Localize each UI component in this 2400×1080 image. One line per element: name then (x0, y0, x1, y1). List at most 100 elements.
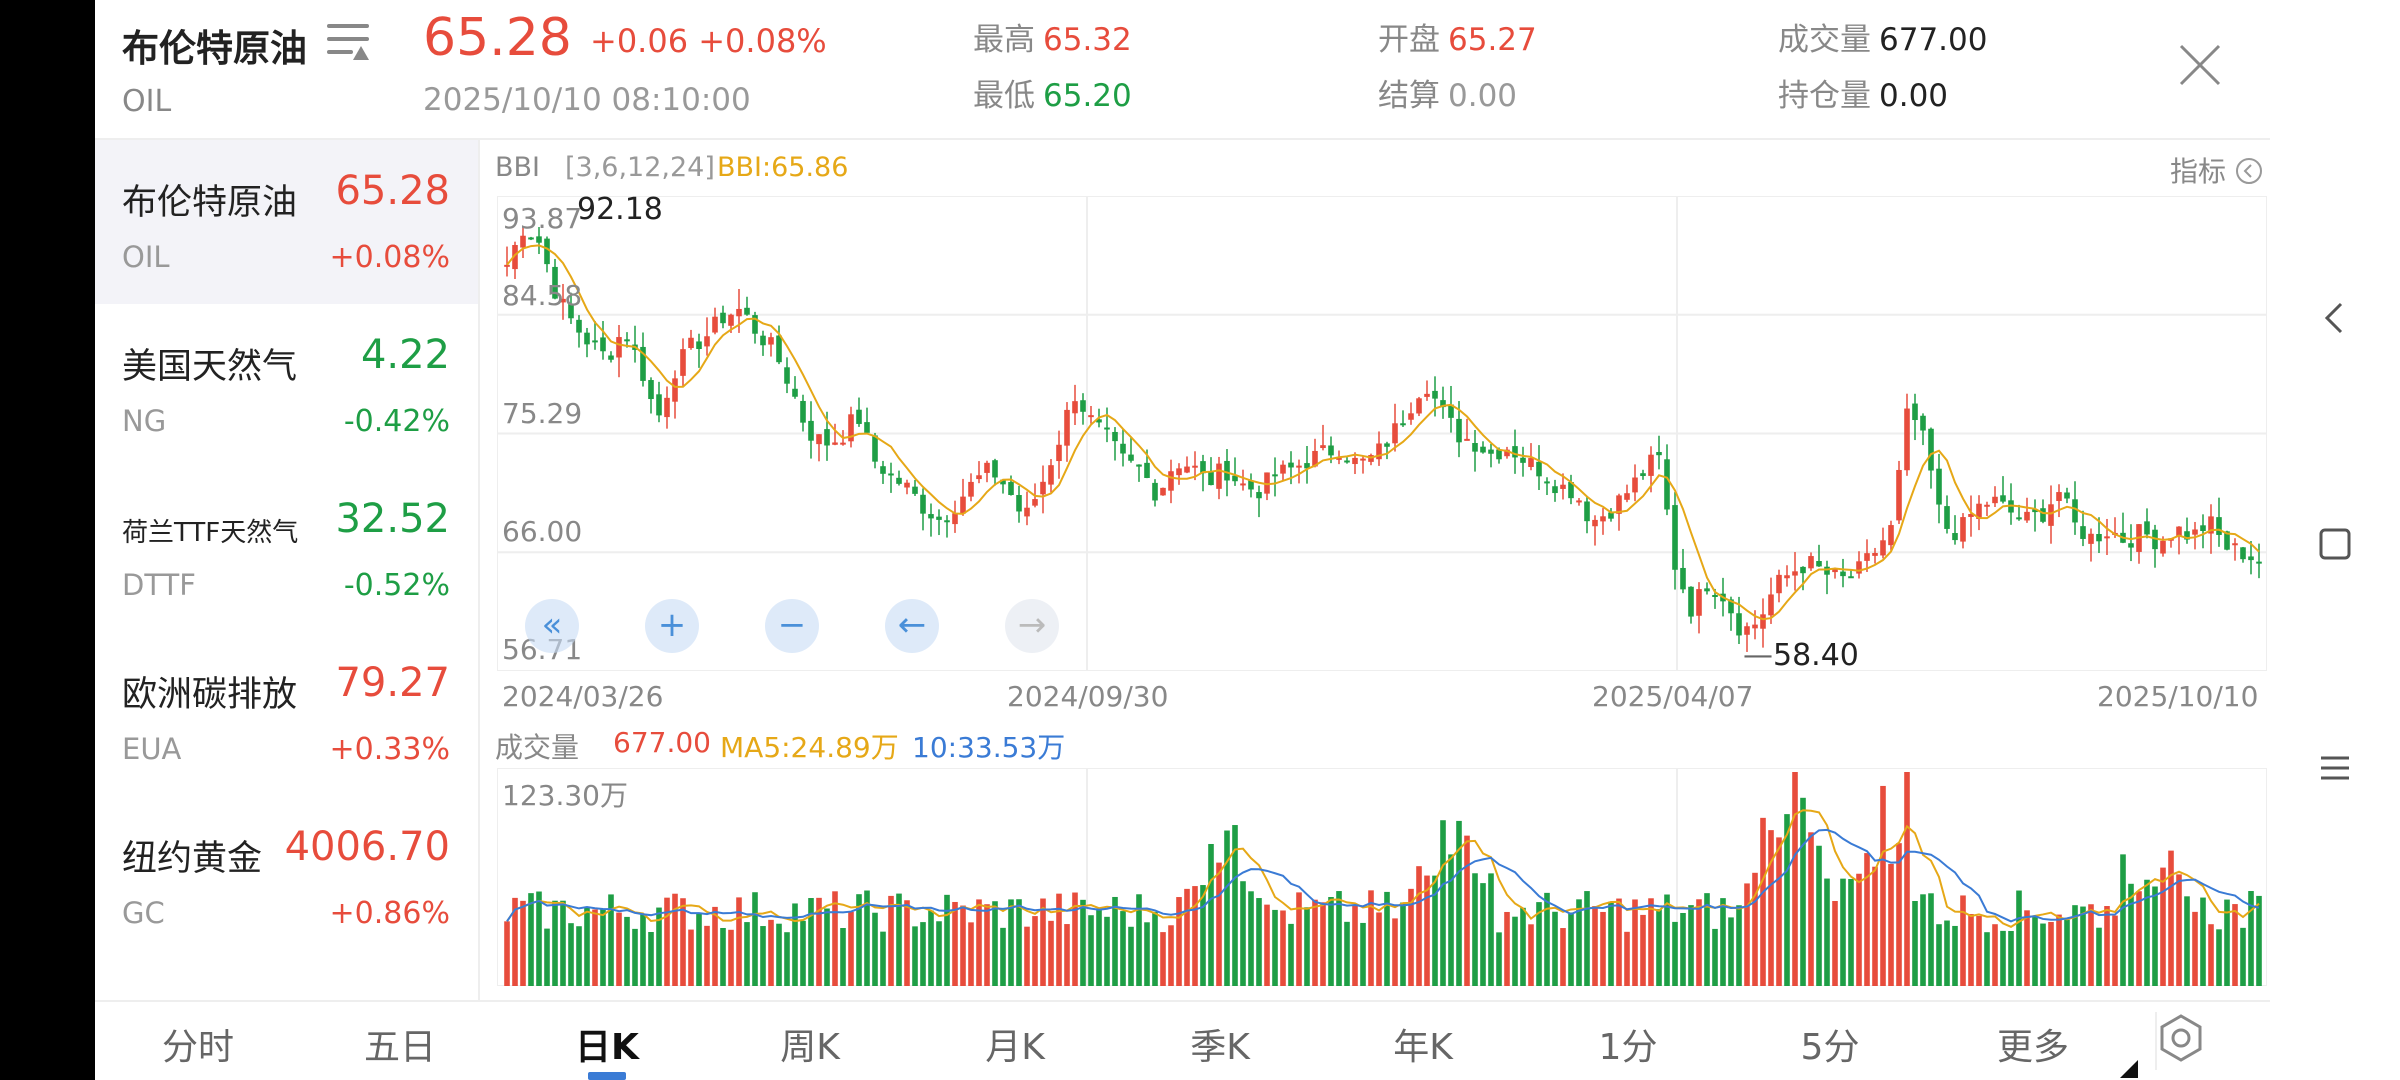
volume-bar (1440, 820, 1446, 986)
volume-bar (2072, 905, 2078, 986)
volume-bar (928, 910, 934, 986)
volume-label: 成交量 (495, 731, 580, 764)
candle (1216, 456, 1222, 500)
watchlist-item-dttf[interactable]: 荷兰TTF天然气 32.52 DTTF -0.52% (122, 496, 450, 603)
candle (1408, 402, 1414, 425)
zoom-out-far-button[interactable]: « (525, 599, 579, 653)
volume-bar (2136, 891, 2142, 986)
settings-icon[interactable] (2155, 1012, 2207, 1064)
volume-bar (1968, 913, 1974, 986)
candle (888, 462, 894, 493)
candle (1632, 464, 1638, 502)
volume-bar (1488, 873, 1494, 986)
tab-more[interactable]: 更多 (1996, 1027, 2069, 1068)
kline-chart[interactable] (497, 196, 2267, 671)
volume-bar (1504, 911, 1510, 986)
candle (1256, 485, 1262, 518)
volume-bar (1200, 885, 1206, 986)
tab-monthly-k[interactable]: 月K (985, 1027, 1045, 1068)
candle (1552, 479, 1558, 502)
indicator-params: [3,6,12,24] (565, 152, 715, 183)
candle (768, 332, 774, 357)
candle (512, 241, 518, 279)
watchlist-item-ng[interactable]: 美国天然气 4.22 NG -0.42% (122, 332, 450, 439)
tab-five-day[interactable]: 五日 (363, 1027, 436, 1068)
volume-bar (1688, 905, 1694, 986)
tab-intraday[interactable]: 分时 (161, 1027, 234, 1068)
close-icon[interactable] (2175, 40, 2225, 90)
candle (1360, 456, 1366, 474)
candle (664, 386, 670, 429)
candle (1776, 569, 1782, 603)
home-square-icon[interactable] (2315, 524, 2355, 564)
tab-1min[interactable]: 1分 (1598, 1027, 1658, 1068)
volume-bar (2232, 904, 2238, 986)
watchlist-item-gc[interactable]: 纽约黄金 4006.70 GC +0.86% (122, 824, 450, 931)
tab-quarterly-k[interactable]: 季K (1190, 1027, 1250, 1068)
pan-left-button[interactable]: ← (885, 599, 939, 653)
volume-bar (2192, 911, 2198, 986)
candle (536, 227, 542, 255)
volume-bar (1192, 886, 1198, 986)
volume-bar (1400, 902, 1406, 986)
indicator-name[interactable]: BBI (495, 152, 541, 183)
volume-bar (864, 890, 870, 986)
tab-weekly-k[interactable]: 周K (780, 1027, 840, 1068)
volume-bar (1264, 904, 1270, 986)
volume-bar (880, 931, 886, 986)
stat-volume: 成交量 677.00 (1778, 22, 1988, 58)
watchlist: 布伦特原油 65.28 OIL +0.08% 美国天然气 4.22 NG -0.… (95, 140, 480, 1000)
volume-ma5-line (506, 809, 2260, 928)
zoom-out-button[interactable]: − (765, 599, 819, 653)
candle (688, 329, 694, 350)
candle (552, 258, 558, 300)
volume-bar (704, 925, 710, 986)
volume-bar (1368, 890, 1374, 986)
pan-right-button[interactable]: → (1005, 599, 1059, 653)
indicator-button[interactable]: 指标 (2170, 150, 2263, 190)
volume-bar (536, 891, 542, 986)
y-label: 75.29 (502, 397, 583, 430)
volume-bar (1464, 835, 1470, 986)
list-menu-icon[interactable] (327, 22, 369, 62)
volume-bar (1792, 772, 1798, 986)
candle (1824, 560, 1830, 595)
volume-bar (1352, 904, 1358, 986)
volume-chart[interactable] (497, 768, 2267, 986)
candle (1416, 396, 1422, 417)
candle (856, 397, 862, 427)
volume-bar (1136, 894, 1142, 986)
volume-bar (1312, 899, 1318, 986)
candle (1576, 498, 1582, 506)
watchlist-item-oil[interactable]: 布伦特原油 65.28 OIL +0.08% (95, 140, 478, 304)
volume-ma10-line (506, 828, 2260, 923)
candle (912, 479, 918, 496)
watchlist-item-eua[interactable]: 欧洲碳排放 79.27 EUA +0.33% (122, 660, 450, 767)
tab-daily-k[interactable]: 日K (575, 1027, 639, 1068)
candle (1592, 515, 1598, 546)
volume-bar (1760, 817, 1766, 986)
stat-open: 开盘 65.27 (1378, 22, 1537, 58)
zoom-in-button[interactable]: + (645, 599, 699, 653)
volume-bar (2000, 930, 2006, 986)
volume-bar (2208, 924, 2214, 986)
chevron-left-circle-icon (2235, 158, 2262, 184)
candle (2032, 499, 2038, 532)
volume-bar (1592, 906, 1598, 986)
candle (2096, 517, 2102, 553)
tab-5min[interactable]: 5分 (1800, 1027, 1860, 1068)
candle (544, 236, 550, 273)
tab-yearly-k[interactable]: 年K (1393, 1027, 1453, 1068)
candle (560, 283, 566, 320)
volume-bar (1568, 912, 1574, 986)
back-chevron-icon[interactable] (2315, 298, 2355, 338)
volume-bar (664, 897, 670, 986)
candle (1400, 410, 1406, 427)
recents-menu-icon[interactable] (2315, 748, 2355, 788)
candle (928, 503, 934, 537)
candle (2152, 524, 2158, 568)
candle (2008, 483, 2014, 525)
candle (1816, 544, 1822, 567)
volume-bar (1512, 916, 1518, 986)
candle (760, 330, 766, 356)
